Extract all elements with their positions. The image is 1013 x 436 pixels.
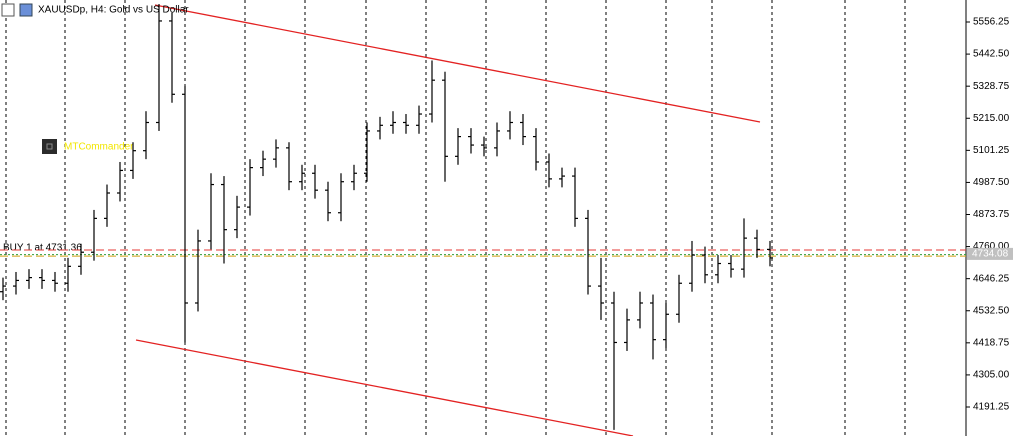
- y-tick-label: 5328.75: [973, 81, 1010, 92]
- y-tick-label: 4873.75: [973, 209, 1010, 220]
- symbol-icon: [19, 3, 33, 17]
- y-tick-label: 4305.00: [973, 370, 1010, 381]
- y-tick-label: 5442.50: [973, 49, 1010, 60]
- chart-menu-icon[interactable]: [1, 3, 15, 17]
- bid-price-label: 4734.08: [972, 249, 1009, 260]
- y-tick-label: 4418.75: [973, 337, 1010, 348]
- trend-line-upper: [154, 4, 761, 123]
- y-tick-label: 4532.50: [973, 305, 1010, 316]
- trend-line-lower: [135, 339, 634, 436]
- bid-price-box: [967, 247, 1013, 260]
- y-tick-label: 4191.25: [973, 402, 1010, 413]
- grid: [5, 0, 906, 436]
- y-tick-label: 5101.25: [973, 145, 1010, 156]
- y-tick-label: 4987.50: [973, 177, 1010, 188]
- indicator-label: MTCommander: [64, 142, 134, 153]
- order-label: BUY 1 at 4731.36: [3, 243, 82, 254]
- y-tick-label: 4646.25: [973, 273, 1010, 284]
- y-tick-label: 5215.00: [973, 113, 1010, 124]
- chart-title: XAUUSDp, H4: Gold vs US Dollar: [38, 5, 189, 16]
- y-tick-label: 5556.25: [973, 17, 1010, 28]
- y-tick-label: 4760.00: [973, 241, 1010, 252]
- indicator-icon-inner: [46, 143, 53, 150]
- indicator-icon[interactable]: [42, 139, 57, 154]
